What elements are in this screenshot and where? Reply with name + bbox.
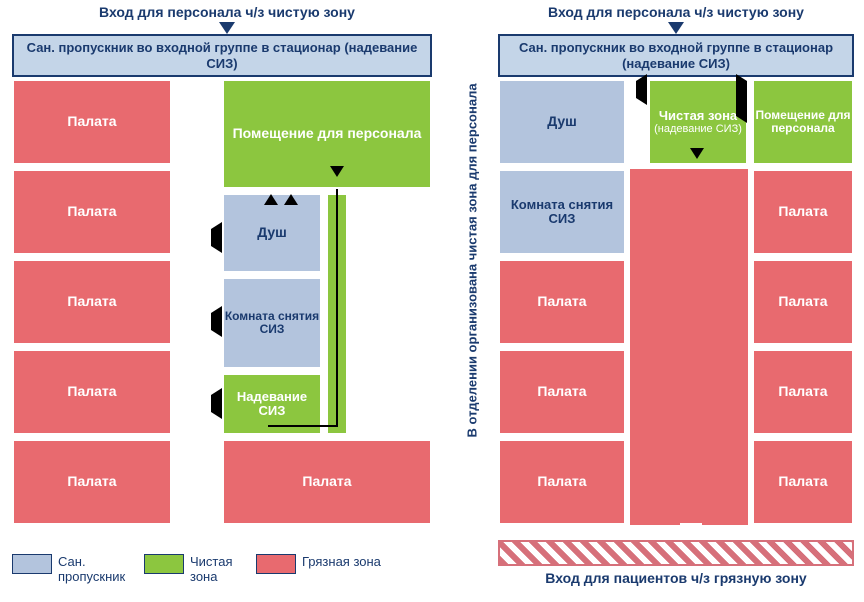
door-mark (626, 475, 630, 491)
flow-arrow-icon (736, 99, 747, 117)
door-mark (626, 205, 630, 221)
legend-label: Чистая зона (190, 554, 250, 584)
flow-line (268, 425, 338, 427)
flow-line (336, 189, 338, 427)
door-mark (172, 385, 176, 401)
shower-cell: Душ (498, 79, 626, 165)
right-top-label: Вход для персонала ч/з чистую зону (498, 4, 854, 20)
legend-swatch-dirty (256, 554, 296, 574)
side-label: В отделении организована чистая зона для… (465, 118, 480, 438)
corridor-cell (630, 169, 748, 525)
door-mark (172, 115, 176, 131)
door-mark (172, 475, 176, 491)
flow-arrow-icon (264, 177, 278, 195)
ward-cell: Палата (752, 259, 854, 345)
ward-cell: Палата (12, 259, 172, 345)
ward-cell: Палата (12, 439, 172, 525)
legend-swatch-san (12, 554, 52, 574)
flow-arrow-icon (211, 229, 222, 247)
ward-cell: Палата (498, 439, 626, 525)
entry-arrow-icon (668, 22, 684, 34)
ward-cell: Палата (498, 349, 626, 435)
shower-cell: Душ (222, 193, 322, 273)
door-mark (748, 295, 752, 311)
ward-cell: Палата (12, 169, 172, 255)
door-mark (748, 385, 752, 401)
door-mark (218, 475, 222, 491)
flow-arrow-icon (636, 81, 647, 99)
flow-arrow-icon (284, 177, 298, 195)
flow-arrow-icon (211, 313, 222, 331)
clean-zone-sublabel: (надевание СИЗ) (654, 123, 742, 135)
ward-cell: Палата (752, 169, 854, 255)
door-mark (748, 475, 752, 491)
left-grid: Палата Палата Палата Палата Палата Помещ… (12, 79, 432, 524)
legend: Сан. пропускник Чистая зона Грязная зона (12, 554, 402, 584)
doffing-cell: Комната снятия СИЗ (498, 169, 626, 255)
legend-label: Сан. пропускник (58, 554, 138, 584)
door-mark (626, 115, 630, 131)
legend-swatch-clean (144, 554, 184, 574)
door-mark (626, 295, 630, 311)
patient-entry-label: Вход для пациентов ч/з грязную зону (498, 570, 854, 586)
entry-arrow-icon (219, 22, 235, 34)
right-header-box: Сан. пропускник во входной группе в стац… (498, 34, 854, 77)
staff-room-cell: Помещение для персонала (222, 79, 432, 189)
flow-arrow-icon (211, 395, 222, 413)
door-mark (626, 385, 630, 401)
door-mark (172, 205, 176, 221)
door-mark (172, 295, 176, 311)
flow-arrow-icon (690, 159, 704, 177)
ward-cell: Палата (12, 79, 172, 165)
ward-cell: Палата (752, 439, 854, 525)
ward-cell: Палата (752, 349, 854, 435)
patient-entry-bar (498, 540, 854, 566)
left-top-label: Вход для персонала ч/з чистую зону (12, 4, 442, 20)
ward-cell: Палата (498, 259, 626, 345)
ward-cell: Палата (222, 439, 432, 525)
left-diagram: Вход для персонала ч/з чистую зону Сан. … (12, 4, 442, 524)
doffing-cell: Комната снятия СИЗ (222, 277, 322, 369)
right-grid: Душ Чистая зона (надевание СИЗ) Помещени… (498, 79, 854, 524)
clean-zone-label: Чистая зона (659, 109, 737, 123)
left-header-box: Сан. пропускник во входной группе в стац… (12, 34, 432, 77)
ward-cell: Палата (12, 349, 172, 435)
door-mark (748, 205, 752, 221)
right-diagram: Вход для персонала ч/з чистую зону Сан. … (498, 4, 854, 524)
door-mark (680, 523, 702, 527)
staff-room-cell: Помещение для персонала (752, 79, 854, 165)
legend-label: Грязная зона (302, 554, 402, 569)
door-mark (748, 115, 752, 131)
